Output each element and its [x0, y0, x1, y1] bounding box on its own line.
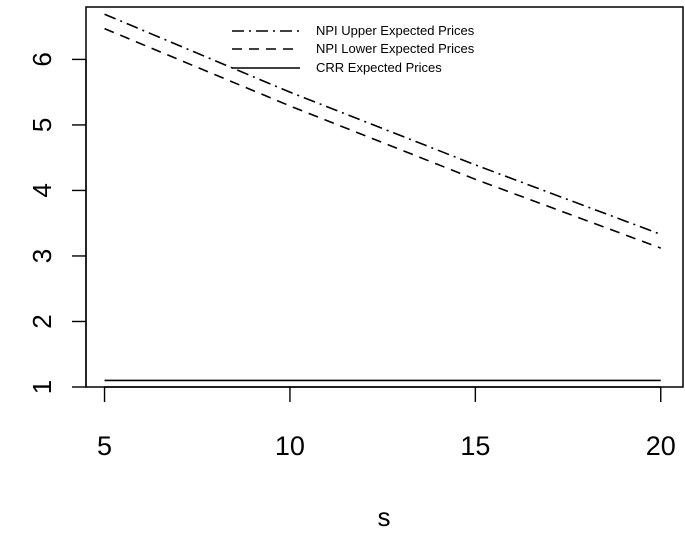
- y-axis: 1 2 3 4 5 6: [27, 52, 87, 394]
- y-tick-label: 4: [27, 183, 57, 197]
- series-line-2: [104, 27, 662, 249]
- x-axis-title: s: [378, 502, 391, 532]
- x-tick-label: 5: [97, 431, 112, 461]
- y-tick-label: 3: [27, 249, 57, 263]
- legend: NPI Upper Expected Prices NPI Lower Expec…: [232, 23, 475, 75]
- legend-label-2: NPI Lower Expected Prices: [316, 41, 475, 56]
- y-tick-label: 6: [27, 52, 57, 66]
- series-layer: [104, 13, 662, 382]
- series-line-1: [104, 13, 662, 236]
- x-axis: 5 10 15 20: [97, 386, 676, 461]
- x-tick-label: 20: [646, 431, 676, 461]
- x-tick-label: 10: [275, 431, 305, 461]
- y-tick-label: 5: [27, 118, 57, 132]
- y-tick-label: 1: [27, 380, 57, 394]
- x-tick-label: 15: [460, 431, 490, 461]
- y-tick-label: 2: [27, 314, 57, 328]
- legend-label-3: CRR Expected Prices: [316, 60, 442, 75]
- legend-label-1: NPI Upper Expected Prices: [316, 23, 475, 38]
